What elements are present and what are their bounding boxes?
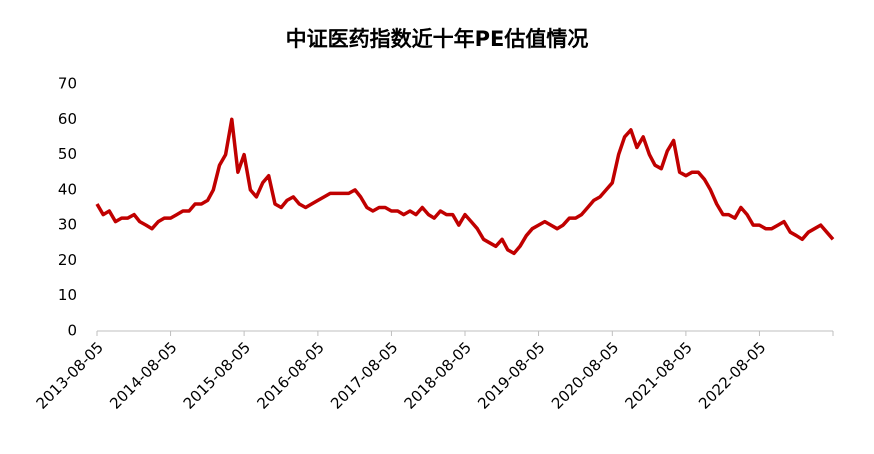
- x-tick-label: 2013-08-05: [33, 338, 107, 412]
- x-tick-label: 2022-08-05: [695, 338, 769, 412]
- y-tick-label: 40: [58, 180, 77, 198]
- y-tick-label: 10: [58, 286, 77, 304]
- x-tick-label: 2017-08-05: [327, 338, 401, 412]
- y-tick-label: 30: [58, 216, 77, 234]
- x-tick-label: 2019-08-05: [474, 338, 548, 412]
- data-line: [95, 117, 835, 256]
- x-tick-label: 2015-08-05: [180, 338, 254, 412]
- y-tick-label: 0: [67, 322, 77, 340]
- x-tick-label: 2021-08-05: [622, 338, 696, 412]
- y-tick-label: 60: [58, 110, 77, 128]
- x-tick-label: 2016-08-05: [254, 338, 328, 412]
- y-tick-label: 50: [58, 145, 77, 163]
- y-tick-label: 70: [58, 75, 77, 93]
- x-tick-label: 2018-08-05: [401, 338, 475, 412]
- chart-title: 中证医药指数近十年PE估值情况: [286, 27, 589, 51]
- x-tick-label: 2014-08-05: [106, 338, 180, 412]
- y-tick-label: 20: [58, 251, 77, 269]
- x-tick-label: 2020-08-05: [548, 338, 622, 412]
